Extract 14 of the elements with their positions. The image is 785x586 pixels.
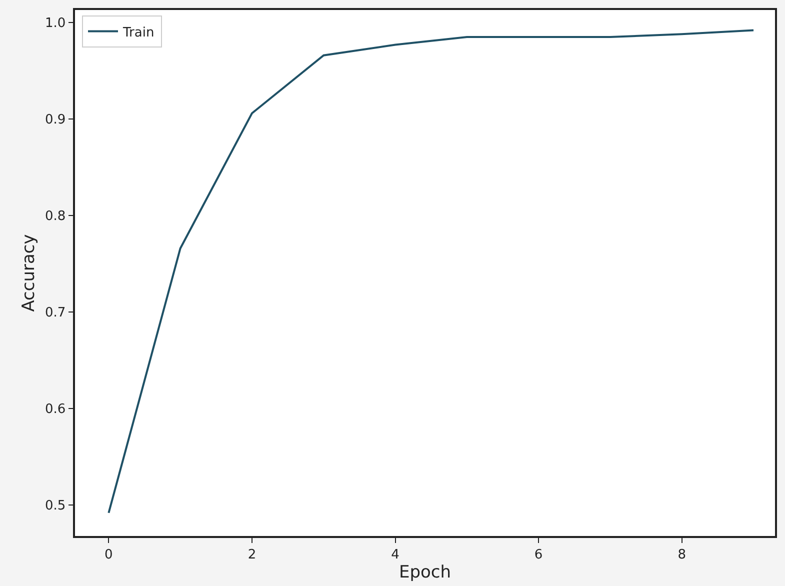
y-tick-label: 0.8 [44,209,66,224]
y-tick-label: 0.6 [44,402,66,418]
x-tick-label: 0 [104,547,113,562]
legend-label: Train [122,25,154,40]
y-tick-label: 0.9 [44,112,66,128]
y-axis-title: Accuracy [19,234,40,312]
x-tick-label: 2 [248,547,256,562]
x-tick-label: 8 [678,547,686,562]
x-axis-title: Epoch [398,562,452,582]
y-tick-label: 0.5 [44,498,66,514]
y-tick-label: 0.7 [44,306,66,321]
y-tick-label: 1.0 [44,16,66,32]
x-tick-label: 6 [534,547,543,562]
x-tick-label: 4 [391,547,400,562]
